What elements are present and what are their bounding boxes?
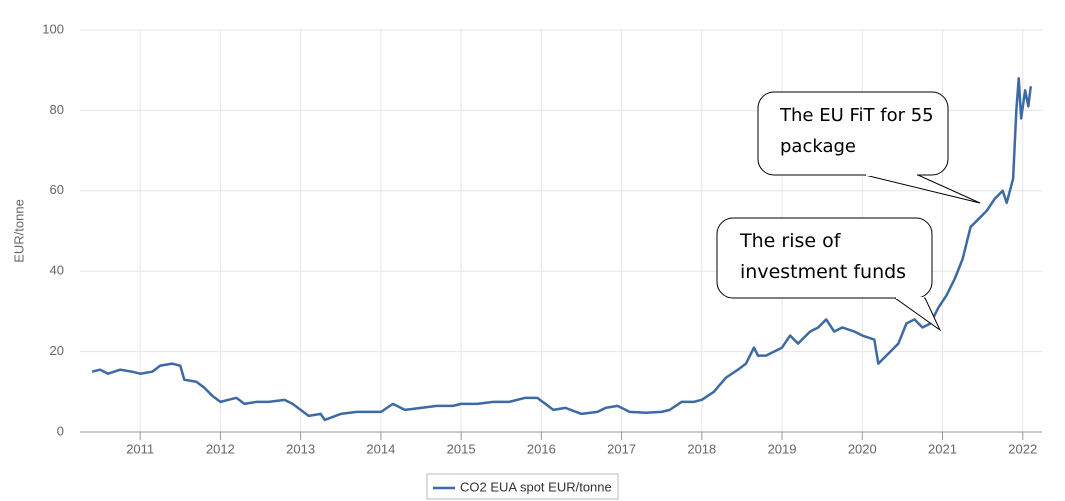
- x-tick-label: 2011: [126, 441, 154, 456]
- callout-bubble: [716, 217, 942, 332]
- y-tick-label: 0: [57, 423, 64, 438]
- x-tick-label: 2014: [366, 441, 395, 456]
- x-tick-label: 2013: [286, 441, 315, 456]
- y-tick-label: 20: [50, 343, 64, 358]
- x-tick-label: 2012: [206, 441, 235, 456]
- x-tick-label: 2017: [607, 441, 636, 456]
- annotation: The rise of investment funds: [740, 230, 907, 283]
- y-tick-label: 80: [50, 102, 64, 117]
- data-line: [91, 76, 1033, 422]
- y-tick-label: 40: [50, 263, 64, 278]
- annotation: The EU FiT for 55 package: [780, 105, 934, 157]
- callout-bubble: [757, 91, 981, 204]
- x-tick-label: 2022: [1008, 441, 1037, 456]
- x-tick-label: 2016: [527, 441, 556, 456]
- y-axis-label: EUR/tonne: [11, 199, 26, 263]
- x-tick-label: 2015: [447, 441, 476, 456]
- x-tick-label: 2018: [687, 441, 716, 456]
- y-tick-label: 60: [50, 182, 64, 197]
- x-tick-label: 2020: [848, 441, 877, 456]
- legend-box: [426, 473, 619, 500]
- x-tick-label: 2021: [928, 441, 957, 456]
- x-tick-label: 2019: [768, 441, 797, 456]
- legend-label: CO2 EUA spot EUR/tonne: [460, 479, 612, 494]
- y-tick-label: 100: [42, 21, 64, 36]
